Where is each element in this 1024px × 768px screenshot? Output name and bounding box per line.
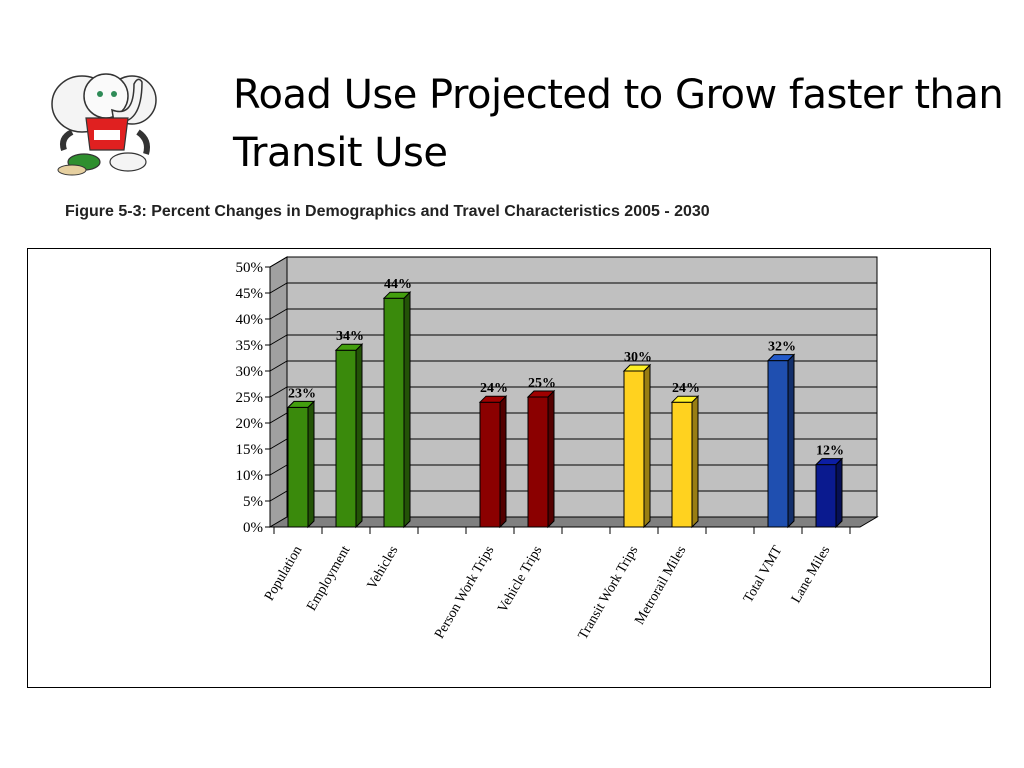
bar-top (334, 343, 364, 351)
gridline-side (269, 386, 288, 398)
bar-side (643, 363, 651, 529)
bar-side (355, 342, 363, 529)
bar (623, 370, 645, 528)
gridline-side (269, 438, 288, 450)
y-tick-label: 30% (236, 364, 264, 380)
bar-side (787, 353, 795, 529)
x-tick-label: Vehicle Trips (495, 544, 545, 616)
bar-top (766, 354, 796, 362)
data-label: 25% (528, 376, 556, 391)
chart-frame: 0% 5% 10% 15% 20% 25% 30% 35% 40% 45% 50% 23% Popula… (27, 248, 991, 688)
data-label: 12% (816, 444, 844, 459)
y-tick-label: 10% (236, 468, 264, 484)
x-tick-label: Metrorail Miles (632, 544, 689, 628)
bar (671, 401, 693, 528)
gridline-side (269, 360, 288, 372)
bar (767, 360, 789, 528)
y-tick-label: 25% (236, 390, 264, 406)
bar-side (307, 400, 315, 529)
bar-top (814, 458, 844, 466)
bar-side (835, 457, 843, 529)
data-label: 30% (624, 350, 652, 365)
y-tick-label: 15% (236, 442, 264, 458)
y-tick-label: 0% (243, 520, 263, 536)
bar-side (691, 394, 699, 529)
bar-top (670, 395, 700, 403)
bar-top (622, 364, 652, 372)
data-label: 23% (288, 386, 316, 401)
gridline-side (269, 308, 288, 320)
data-label: 32% (768, 340, 796, 355)
bar (527, 396, 549, 528)
slide-title: Road Use Projected to Grow faster than T… (233, 72, 1004, 176)
y-tick-label: 5% (243, 494, 263, 510)
gridline-side (269, 464, 288, 476)
elephant-mascot-icon (51, 73, 157, 176)
gridline-side (269, 334, 288, 346)
x-tick-label: Employment (304, 543, 353, 613)
bar (383, 297, 405, 528)
x-tick-label: Total VMT (741, 543, 786, 605)
y-tick-label: 35% (236, 338, 264, 354)
bar (335, 349, 357, 528)
y-tick-label: 50% (236, 260, 264, 276)
bar (479, 401, 501, 528)
y-tick-label: 45% (236, 286, 264, 302)
bar-side (403, 290, 411, 529)
figure-caption: Figure 5-3: Percent Changes in Demograph… (65, 203, 710, 220)
bar-top (286, 400, 316, 408)
x-tick-label: Transit Work Trips (576, 544, 642, 643)
y-tick-label: 20% (236, 416, 264, 432)
x-tick-label: Vehicles (365, 544, 402, 593)
data-label: 34% (336, 329, 364, 344)
gridline-side (269, 412, 288, 424)
bar-top (478, 395, 508, 403)
bar-chart: 0% 5% 10% 15% 20% 25% 30% 35% 40% 45% 50% 23% Popula… (236, 256, 879, 643)
gridline-side (269, 282, 288, 294)
data-label: 24% (672, 381, 700, 396)
gridline-side (269, 256, 288, 268)
x-tick-label: Person Work Trips (432, 544, 497, 642)
x-tick-label: Population (262, 544, 305, 604)
data-label: 44% (384, 277, 412, 292)
bar-top (382, 291, 412, 299)
x-tick-label: Lane Miles (789, 544, 834, 606)
y-tick-label: 40% (236, 312, 264, 328)
gridline-side (269, 490, 288, 502)
bar-side (499, 394, 507, 529)
bar-top (526, 390, 556, 398)
bar-side (547, 389, 555, 529)
bar (287, 406, 309, 528)
data-label: 24% (480, 381, 508, 396)
bar (815, 464, 837, 528)
